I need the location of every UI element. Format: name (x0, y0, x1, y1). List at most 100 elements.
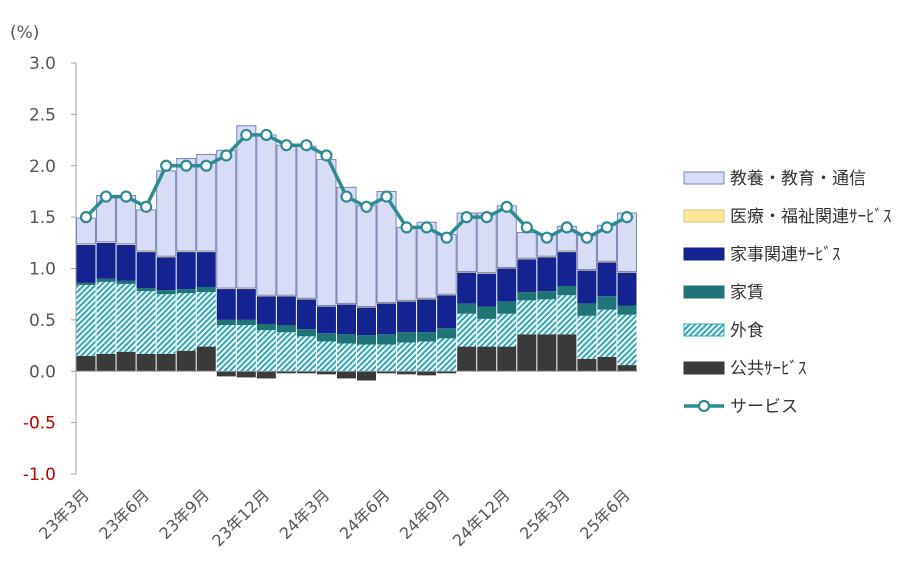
x-tick-label: 23年9月 (155, 485, 213, 543)
bar-public-service (316, 371, 336, 375)
bar-rent (417, 332, 437, 342)
bar-medical-welfare (136, 251, 156, 253)
legend-item-pub: 公共ｻｰﾋﾞｽ (683, 359, 807, 379)
bar-medical-welfare (397, 300, 417, 302)
legend-item-med: 医療・福祉関連ｻｰﾋﾞｽ (683, 207, 892, 227)
legend-label: 医療・福祉関連ｻｰﾋﾞｽ (730, 207, 892, 227)
service-line-point (260, 128, 273, 142)
bar-eating-out (216, 325, 236, 372)
bar-household-service (76, 244, 96, 283)
bar-medical-welfare (577, 269, 597, 271)
bar-eating-out (537, 299, 557, 335)
service-line-point (580, 231, 594, 244)
bar-medical-welfare (537, 256, 557, 258)
bar-culture-education-comm (196, 153, 217, 252)
bar-public-service (617, 365, 637, 372)
bar-eating-out (296, 336, 316, 372)
bar-eating-out (236, 325, 256, 372)
bar-medical-welfare (336, 303, 356, 305)
bar-household-service (557, 252, 577, 286)
service-line-point (160, 159, 173, 172)
bar-eating-out (336, 343, 356, 372)
service-line-point (600, 221, 614, 234)
bar-eating-out (457, 313, 477, 347)
service-line-point (540, 231, 553, 244)
bar-culture-education-comm (336, 186, 357, 304)
bar-rent (357, 335, 377, 345)
bar-culture-education-comm (276, 144, 297, 296)
bar-household-service (136, 252, 156, 289)
bar-rent (537, 291, 557, 300)
x-tick-label: 24年9月 (396, 485, 454, 543)
service-line-point (460, 211, 473, 224)
bar-eating-out (557, 295, 577, 335)
bar-medical-welfare (597, 261, 617, 263)
bar-household-service (296, 299, 316, 330)
bar-culture-education-comm (176, 158, 197, 252)
bar-public-service (477, 346, 497, 372)
bar-household-service (497, 268, 517, 302)
bar-public-service (236, 371, 256, 378)
bar-public-service (176, 350, 196, 372)
bar-medical-welfare (76, 243, 96, 245)
y-tick-label: 0.5 (29, 311, 56, 331)
bar-medical-welfare (477, 272, 497, 274)
bar-eating-out (156, 294, 176, 354)
bar-public-service (276, 371, 296, 374)
bar-public-service (537, 334, 557, 372)
legend-swatch (683, 361, 725, 375)
bar-public-service (76, 355, 96, 372)
bar-rent (336, 334, 356, 344)
legend-item-rent: 家賃 (683, 283, 764, 303)
bar-medical-welfare (196, 251, 216, 253)
bar-eating-out (196, 292, 216, 347)
service-line-point (620, 211, 634, 224)
bar-eating-out (116, 283, 136, 352)
bars (76, 125, 638, 381)
bar-household-service (96, 242, 116, 279)
bar-eating-out (517, 300, 537, 335)
bar-medical-welfare (417, 298, 437, 300)
bar-culture-education-comm (516, 232, 537, 259)
bar-rent (176, 289, 196, 294)
bar-household-service (417, 299, 437, 333)
y-tick-label: 1.5 (29, 208, 56, 228)
bar-household-service (537, 257, 557, 292)
bar-eating-out (577, 315, 597, 359)
service-line-point (360, 200, 373, 213)
x-tick-label: 23年6月 (95, 485, 153, 543)
service-line-point (400, 221, 413, 234)
bar-culture-education-comm (236, 125, 257, 289)
bar-culture-education-comm (136, 209, 157, 252)
legend-label: 家事関連ｻｰﾋﾞｽ (730, 245, 841, 265)
bar-rent (397, 332, 417, 343)
bar-public-service (336, 371, 356, 379)
service-line-point (500, 200, 513, 213)
bar-rent (276, 325, 296, 333)
bar-rent (296, 329, 316, 337)
bar-public-service (196, 346, 216, 372)
bar-household-service (276, 296, 296, 326)
bar-public-service (517, 334, 537, 372)
legend-item-edu: 教養・教育・通信 (683, 169, 866, 189)
bar-medical-welfare (557, 251, 577, 253)
bar-medical-welfare (276, 295, 296, 297)
x-tick-label: 25年6月 (576, 485, 634, 543)
legend-item-svc: サービス (684, 397, 798, 417)
legend-swatch (683, 285, 725, 299)
bar-culture-education-comm (396, 226, 417, 301)
bar-public-service (597, 356, 617, 372)
bar-public-service (497, 346, 517, 372)
bar-eating-out (437, 338, 457, 372)
service-line-point (380, 190, 393, 203)
bar-household-service (617, 272, 637, 306)
bar-public-service (156, 353, 176, 372)
service-line-point (440, 231, 453, 244)
service-line-point (320, 149, 333, 162)
service-line-point (300, 139, 313, 152)
bar-rent (316, 333, 336, 342)
service-line-point (420, 221, 433, 234)
bar-culture-education-comm (256, 134, 277, 296)
